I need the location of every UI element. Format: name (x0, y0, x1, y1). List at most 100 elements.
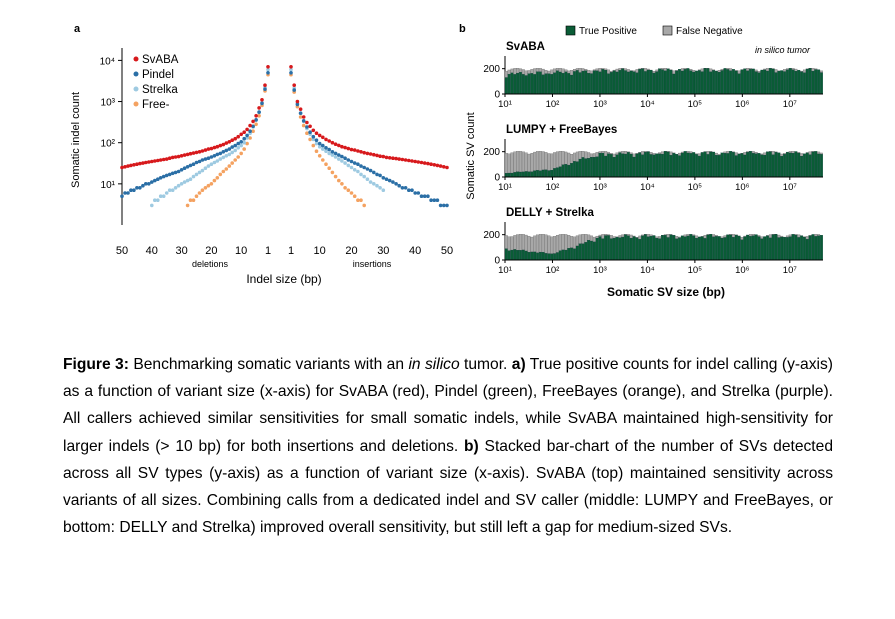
bar-true-positive (805, 152, 809, 178)
deletions-label: deletions (192, 259, 229, 269)
point-pindel-insertion (349, 159, 354, 164)
point-svaba-deletion (242, 130, 246, 134)
x-tick-label-insertion: 20 (345, 245, 357, 257)
bar-true-positive (732, 237, 735, 261)
point-pindel-deletion (254, 118, 258, 122)
bar-true-positive (817, 153, 821, 178)
legend-label: Free- (142, 99, 170, 111)
legend-label: SvABA (142, 54, 179, 66)
point-free-insertion (317, 154, 322, 158)
point-pindel-insertion (368, 168, 373, 173)
point-strelka-deletion (161, 194, 166, 198)
bar-true-positive (587, 158, 591, 178)
point-svaba-deletion (138, 161, 142, 166)
y-tick-label: 10² (101, 139, 116, 150)
bar-true-positive (774, 234, 778, 261)
bar-true-positive (746, 152, 750, 178)
bar-false-negative (644, 68, 647, 72)
point-pindel-insertion (442, 203, 446, 208)
subplot-title: LUMPY + FreeBayes (506, 124, 617, 136)
bar-true-positive (737, 235, 741, 261)
legend-marker (133, 56, 139, 62)
bar-true-positive (644, 152, 647, 178)
x-tick-label: 10¹ (498, 265, 512, 276)
bar-false-negative (507, 69, 511, 75)
bar-true-positive (666, 68, 670, 95)
point-free-insertion (308, 137, 312, 142)
bar-true-positive (814, 69, 818, 95)
point-strelka-deletion (209, 162, 214, 166)
bar-true-positive (666, 151, 670, 178)
bar-true-positive (675, 238, 679, 261)
bar-false-negative (592, 153, 596, 158)
bar-true-positive (649, 69, 653, 95)
bar-true-positive (754, 234, 758, 261)
x-tick-label-deletion: 20 (205, 245, 217, 257)
point-pindel-deletion (126, 191, 130, 195)
point-pindel-deletion (248, 129, 252, 133)
bar-true-positive (797, 237, 801, 261)
bar-true-positive (592, 157, 596, 178)
panel-a-indel-scatter: 10¹ 10² 10³ 10⁴ 50 40 30 20 10 1 1 10 20 30 40 50 SvAB… (70, 48, 453, 286)
bar-false-negative (712, 234, 716, 237)
bar-true-positive (791, 153, 795, 178)
point-svaba-deletion (260, 98, 264, 102)
point-free-insertion (321, 158, 325, 162)
point-pindel-insertion (362, 165, 367, 170)
point-svaba-deletion (150, 159, 154, 164)
bar-true-positive (646, 151, 650, 178)
bar-true-positive (686, 68, 690, 95)
bar-true-positive (760, 69, 764, 95)
bar-true-positive (516, 250, 520, 261)
bar-false-negative (519, 68, 522, 73)
point-free-deletion (245, 141, 249, 146)
bar-false-negative (692, 70, 696, 73)
bar-true-positive (768, 68, 772, 95)
point-svaba-insertion (311, 128, 316, 133)
bar-false-negative (808, 151, 812, 155)
point-free-deletion (209, 182, 214, 186)
bar-false-negative (521, 234, 525, 251)
bar-false-negative (573, 236, 576, 249)
point-pindel-deletion (245, 133, 249, 138)
bar-false-negative (672, 70, 676, 75)
point-free-deletion (218, 172, 223, 177)
caption-italic: in silico (408, 356, 460, 373)
point-strelka-insertion (372, 182, 376, 186)
bar-true-positive (655, 153, 659, 178)
in-silico-annotation: in silico tumor (755, 45, 811, 55)
bar-false-negative (575, 68, 579, 71)
bar-false-negative (692, 234, 696, 236)
bar-true-positive (768, 237, 772, 261)
point-pindel-insertion (426, 194, 430, 198)
point-svaba-insertion (340, 144, 344, 149)
bar-true-positive (669, 234, 673, 261)
bar-true-positive (797, 152, 801, 178)
bar-false-negative (590, 70, 593, 74)
point-pindel-insertion (314, 138, 319, 142)
bar-true-positive (749, 69, 752, 95)
bar-true-positive (655, 71, 659, 95)
bar-true-positive (734, 234, 738, 261)
bar-true-positive (635, 153, 639, 178)
point-strelka-deletion (221, 155, 226, 160)
point-strelka-insertion (381, 188, 386, 192)
bar-true-positive (644, 234, 647, 261)
point-pindel-insertion (384, 177, 389, 181)
bar-true-positive (558, 71, 562, 95)
point-free-deletion (212, 178, 217, 183)
point-free-deletion (191, 198, 196, 202)
point-strelka-deletion (206, 164, 211, 168)
bar-false-negative (536, 68, 539, 72)
x-tick-label: 10⁶ (735, 99, 750, 110)
point-strelka-insertion (362, 174, 367, 179)
point-strelka-deletion (224, 154, 229, 158)
bar-true-positive (609, 154, 613, 178)
point-svaba-insertion (429, 162, 433, 166)
insertions-label: insertions (353, 259, 392, 269)
bar-false-negative (749, 234, 752, 237)
point-svaba-deletion (147, 160, 151, 164)
bar-true-positive (541, 74, 545, 95)
bar-true-positive (663, 151, 667, 178)
bar-true-positive (638, 239, 642, 261)
